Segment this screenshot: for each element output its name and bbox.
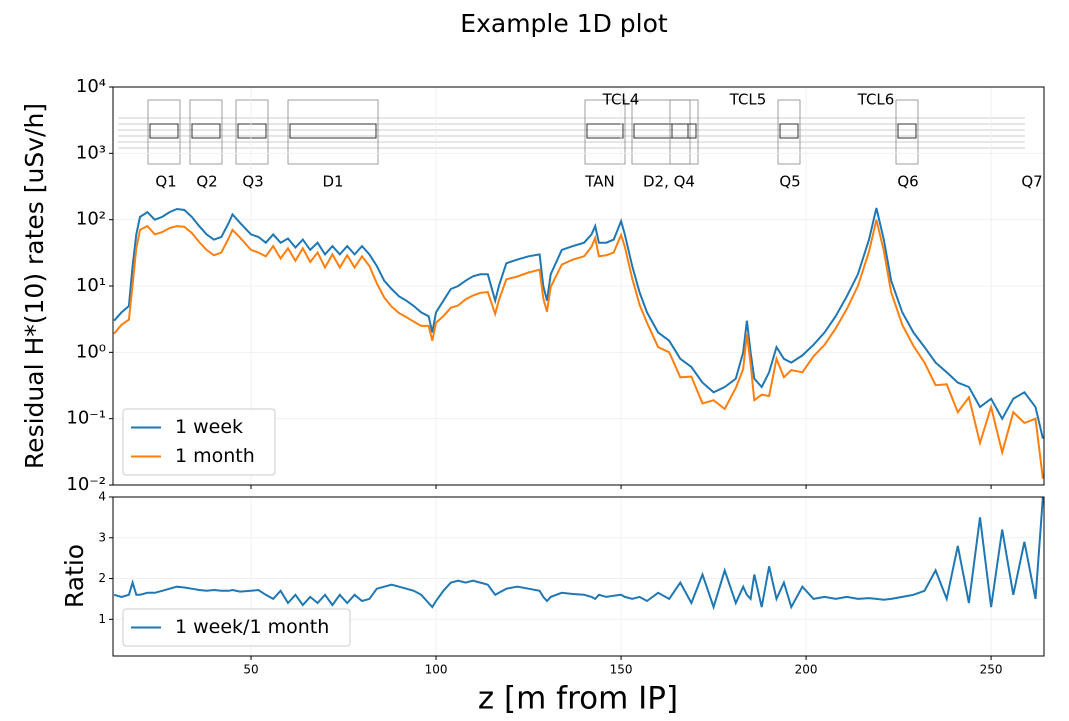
magnet-core [586,123,624,139]
magnet [584,99,626,165]
y-tick-label: 10³ [76,142,106,163]
data-line [113,207,1044,439]
magnet-core [779,123,799,139]
annotation: TCL4 [602,91,640,109]
magnet-core [149,123,179,139]
y-tick-label: 4 [98,490,106,504]
magnet [895,99,919,165]
legend-label: 1 week [175,416,243,438]
magnet-core [671,123,697,139]
y-tick-label: 10¹ [76,275,106,296]
annotation: Q7 [1021,173,1042,191]
magnet [669,99,699,165]
data-line [113,219,1044,479]
beamline-schematic [118,99,1025,165]
annotation: TCL6 [857,91,895,109]
x-tick-label: 50 [243,663,258,677]
axes-frame [112,86,1045,486]
annotation: Q6 [897,173,918,191]
data-line [113,497,1044,611]
y-tick-label: 3 [98,530,106,544]
y-axis-label: Residual H*(10) rates [uSv/h] [20,103,49,469]
y-tick-label: 10⁻¹ [66,408,106,429]
y-tick-label: 2 [98,571,106,585]
x-axis-label: z [m from IP] [478,681,678,717]
legend-label: 1 week/1 month [175,616,329,638]
x-tick-label: 100 [425,663,448,677]
annotation: D2, Q4 [643,173,695,191]
annotation: Q1 [155,173,176,191]
axes-frame [112,496,1045,657]
y-tick-label: 1 [98,612,106,626]
magnet-core [633,123,689,139]
legend-box [122,408,276,476]
y-axis-label: Ratio [60,544,89,608]
magnet-core [191,123,221,139]
annotation: TCL5 [729,91,767,109]
magnet [777,99,801,165]
magnet [235,99,269,165]
magnet-core [897,123,917,139]
x-tick-label: 150 [610,663,633,677]
x-tick-label: 200 [795,663,818,677]
magnet [189,99,223,165]
x-tick-label: 250 [980,663,1003,677]
legend-box [122,608,351,647]
y-tick-label: 10² [76,209,106,230]
annotation: D1 [322,173,343,191]
annotation: Q3 [242,173,263,191]
y-tick-label: 10⁻² [66,474,106,495]
annotation: Q5 [779,173,800,191]
magnet-core [289,123,377,139]
magnet [287,99,379,165]
magnet-core [237,123,267,139]
figure-title: Example 1D plot [460,9,668,38]
magnet [631,99,691,165]
annotation: TAN [584,173,614,191]
y-tick-label: 10⁴ [76,76,106,97]
legend-label: 1 month [175,445,255,467]
annotation: Q2 [196,173,217,191]
y-tick-label: 10⁰ [76,341,106,362]
magnet [147,99,181,165]
